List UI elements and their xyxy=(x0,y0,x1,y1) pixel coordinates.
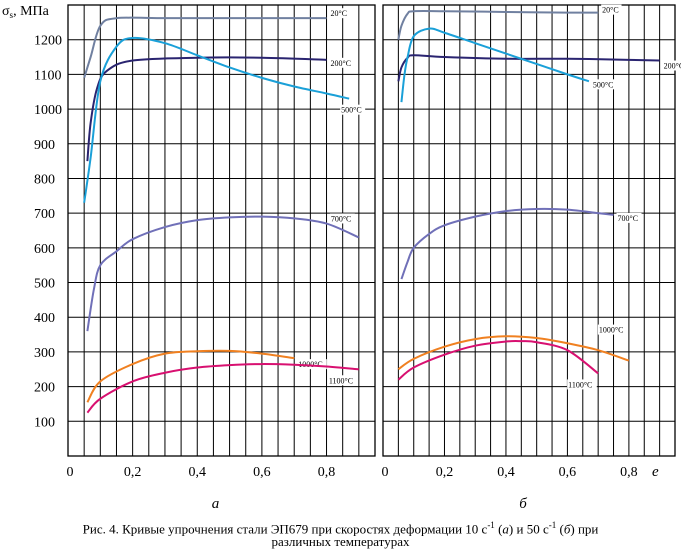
series-label-bg xyxy=(597,324,628,335)
x-tick-label: 0,4 xyxy=(189,465,207,480)
x-tick-label: 0,6 xyxy=(559,465,577,480)
series-line-200c xyxy=(86,56,327,162)
plot-frame xyxy=(382,4,676,457)
series-label: 1100°C xyxy=(568,380,592,389)
y-axis-label: σs, МПа xyxy=(2,4,50,20)
caption-mid-2: ) и 50 с xyxy=(508,521,549,537)
y-tick-label: 300 xyxy=(34,346,55,361)
series-line-1000c xyxy=(86,349,295,403)
strain-hardening-chart: 0 0,2 0,4 0,6 0,8 100 200 300 400 500 600 700 800 900… xyxy=(2,4,681,512)
series-label: 700°C xyxy=(618,214,639,223)
series-label-bg xyxy=(329,213,355,224)
series-label: 20°C xyxy=(602,6,619,15)
series-line-1100c xyxy=(86,363,359,414)
y-tick-label: 700 xyxy=(34,207,55,222)
caption-letter-b: б xyxy=(563,521,571,537)
series-label: 1100°C xyxy=(329,376,353,385)
caption-letter-a: а xyxy=(502,521,509,537)
caption-prefix: Рис. 4. Кривые упрочнения стали ЭП679 пр… xyxy=(82,521,488,537)
y-tick-label: 800 xyxy=(34,172,55,187)
series-label: 200°C xyxy=(331,59,352,68)
x-tick-label: 0,8 xyxy=(318,465,336,480)
series-label-bg xyxy=(601,4,622,15)
series-line-20c xyxy=(83,16,327,79)
series-label-bg xyxy=(616,212,642,223)
x-tick-label: 0,2 xyxy=(436,465,454,480)
y-tick-label: 500 xyxy=(34,277,55,292)
y-tick-label: 600 xyxy=(34,242,55,257)
x-tick-label: 0 xyxy=(382,465,389,480)
panel-b: 0 0,2 0,4 0,6 0,8 e б 20°C 200°C 500°C 700°C 1000°C… xyxy=(382,4,681,512)
y-tick-label: 100 xyxy=(34,415,55,430)
panel-label: а xyxy=(212,496,220,512)
series-label: 500°C xyxy=(593,80,614,89)
series-label-bg xyxy=(327,375,358,386)
series-line-20c xyxy=(397,10,599,40)
x-tick-label: 0,2 xyxy=(124,465,142,480)
series-label-bg xyxy=(591,79,617,90)
series-line-500c xyxy=(83,36,350,203)
plot-frame xyxy=(67,4,376,457)
panel-a: 0 0,2 0,4 0,6 0,8 100 200 300 400 500 600 700 800 900… xyxy=(2,4,376,512)
series-label-bg xyxy=(329,8,350,19)
caption-mid-3: ( xyxy=(556,521,564,537)
x-tick-label: 0,6 xyxy=(253,465,271,480)
series-label: 200°C xyxy=(664,62,681,71)
series-line-700c xyxy=(86,215,360,332)
figure-caption-line-1: Рис. 4. Кривые упрочнения стали ЭП679 пр… xyxy=(0,517,681,537)
series-label-bg xyxy=(340,104,366,115)
series-label: 20°C xyxy=(331,9,348,18)
x-tick-label: 0,4 xyxy=(497,465,515,480)
series-line-1000c xyxy=(397,335,630,371)
y-tick-label: 200 xyxy=(34,381,55,396)
series-line-700c xyxy=(400,207,614,280)
y-tick-label: 1000 xyxy=(34,103,62,118)
y-tick-label: 400 xyxy=(34,311,55,326)
caption-suffix: ) при xyxy=(570,521,599,537)
series-label-bg xyxy=(567,379,597,390)
caption-sup-1: -1 xyxy=(487,520,495,530)
x-axis-label: e xyxy=(652,464,659,480)
series-label: 700°C xyxy=(331,214,352,223)
caption-sup-2: -1 xyxy=(548,520,557,530)
y-tick-label: 1200 xyxy=(34,34,62,49)
x-tick-label: 0,8 xyxy=(620,465,638,480)
panel-label: б xyxy=(519,496,527,512)
y-tick-label: 1100 xyxy=(34,68,61,83)
x-tick-label: 0 xyxy=(67,465,74,480)
series-label-bg xyxy=(297,359,327,370)
series-label-bg xyxy=(662,60,681,71)
series-label: 500°C xyxy=(341,106,362,115)
series-label-bg xyxy=(329,57,355,68)
figure-caption-line-2: различных температурах xyxy=(271,534,410,549)
series-line-500c xyxy=(400,27,590,103)
series-label: 1000°C xyxy=(599,326,624,335)
y-tick-label: 900 xyxy=(34,138,55,153)
series-line-1100c xyxy=(397,340,599,381)
caption-mid-1: ( xyxy=(494,521,503,537)
series-line-200c xyxy=(397,54,660,82)
